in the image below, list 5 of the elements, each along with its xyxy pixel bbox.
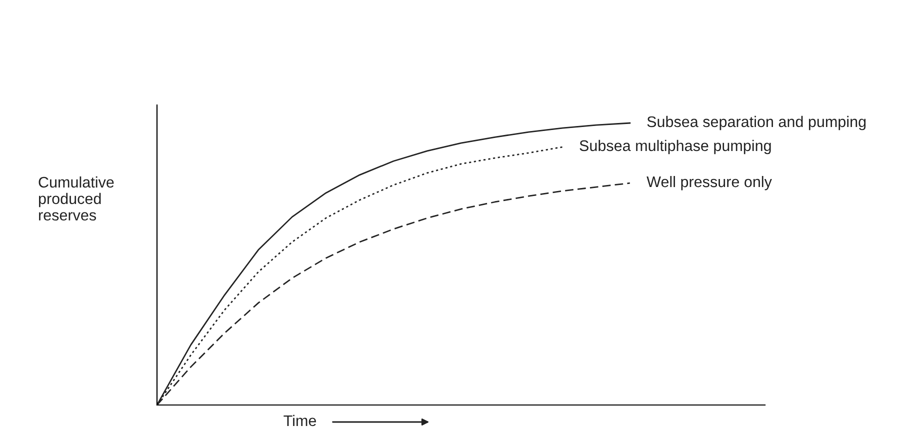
y-axis-title: Cumulative produced reserves	[38, 176, 114, 221]
series-label: Well pressure only	[646, 176, 772, 190]
x-axis-title: Time	[284, 414, 316, 426]
series-label: Subsea multiphase pumping	[580, 140, 771, 154]
series-label: Subsea separation and pumping	[647, 116, 866, 130]
